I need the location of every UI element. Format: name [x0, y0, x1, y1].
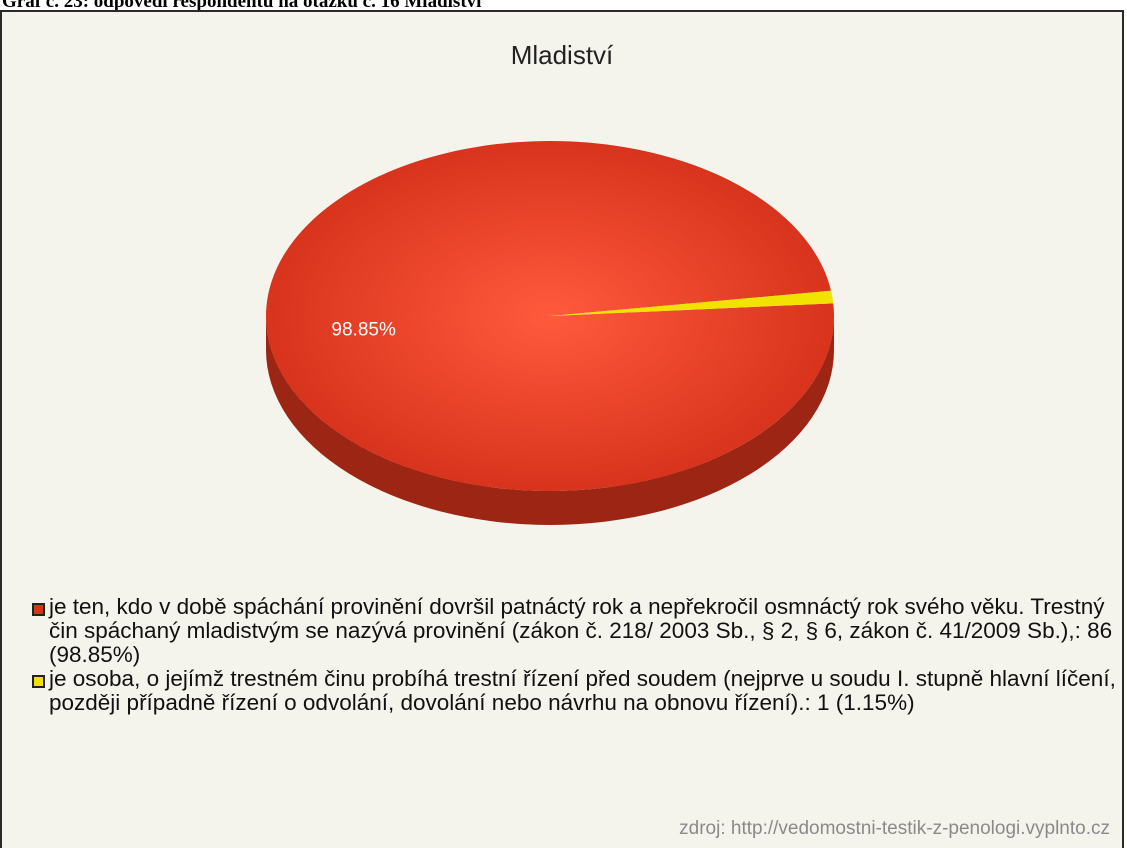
pie-depth	[266, 316, 834, 525]
figure-caption: Graf č. 23: odpovědi respondentů na otáz…	[2, 0, 482, 12]
legend-swatch	[32, 675, 45, 688]
pie-slice	[266, 141, 835, 492]
chart-title: Mladiství	[510, 40, 614, 70]
source-note: zdroj: http://vedomostni-testik-z-penolo…	[679, 818, 1110, 839]
pie-chart: 98.85%	[266, 141, 835, 525]
pie-labels: 98.85%	[331, 319, 396, 340]
legend-label: je ten, kdo v době spáchání provinění do…	[49, 594, 1113, 667]
chart-frame: Mladiství 98.85% je ten, kdo v době spác…	[0, 10, 1124, 848]
pie-slice	[550, 290, 834, 316]
pie-slice-side	[266, 316, 834, 525]
pie-slice-label: 98.85%	[331, 319, 396, 340]
legend-item: je osoba, o jejímž trestném činu probíhá…	[32, 667, 1117, 715]
legend: je ten, kdo v době spáchání provinění do…	[32, 595, 1117, 715]
legend-item: je ten, kdo v době spáchání provinění do…	[32, 595, 1117, 667]
legend-label: je osoba, o jejímž trestném činu probíhá…	[49, 666, 1116, 715]
legend-swatch	[32, 603, 45, 616]
pie-top	[266, 141, 835, 492]
